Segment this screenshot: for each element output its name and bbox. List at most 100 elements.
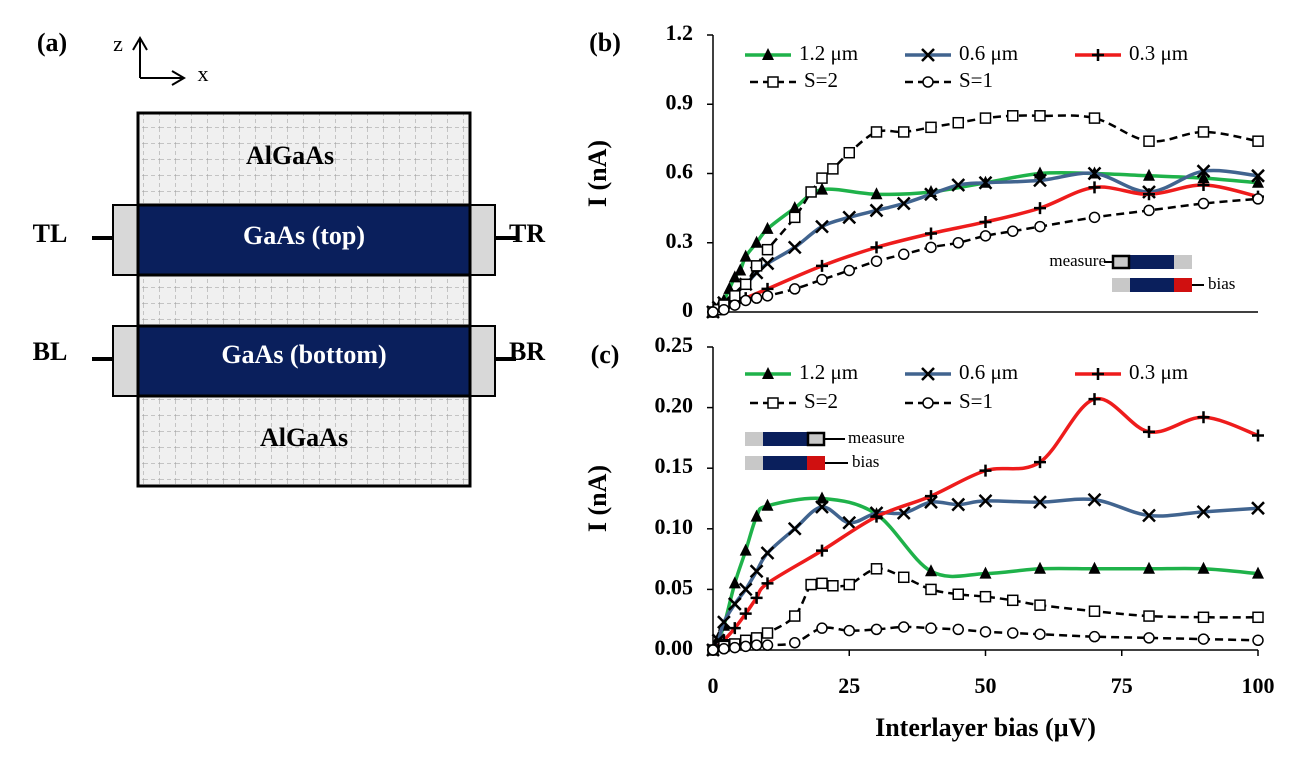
marker: [718, 643, 730, 655]
marker: [979, 464, 992, 477]
marker: [1197, 126, 1210, 138]
marker: [951, 178, 966, 192]
marker: [1252, 135, 1264, 147]
marker: [979, 215, 992, 228]
marker: [749, 564, 764, 579]
marker: [789, 283, 801, 295]
marker: [1033, 495, 1047, 510]
marker: [952, 623, 964, 636]
marker: [761, 577, 774, 590]
gaas-top: [136, 203, 472, 277]
x-tick-label: 75: [1111, 673, 1133, 698]
contact-label: TL: [33, 219, 68, 248]
marker: [870, 255, 883, 267]
marker: [979, 112, 992, 124]
marker: [761, 639, 774, 651]
marker: [924, 187, 938, 202]
marker: [816, 544, 828, 557]
series-line: [712, 197, 1259, 314]
annotation: measure: [848, 428, 905, 447]
contact: [112, 325, 139, 397]
axes-arrows: [132, 36, 186, 86]
marker: [1143, 168, 1155, 181]
inset-bar: [807, 456, 825, 470]
marker: [760, 546, 775, 560]
marker: [816, 622, 828, 634]
marker: [1034, 110, 1046, 122]
marker: [827, 163, 839, 175]
marker: [898, 248, 910, 261]
marker: [978, 494, 993, 508]
marker: [767, 76, 779, 88]
marker: [1251, 168, 1265, 183]
marker: [1143, 632, 1155, 644]
panel-label: (b): [589, 28, 621, 57]
marker: [1034, 166, 1046, 179]
marker: [727, 597, 742, 611]
y-tick-label: 0.3: [666, 228, 694, 253]
marker: [842, 515, 857, 530]
marker: [760, 256, 775, 271]
marker: [978, 175, 993, 190]
marker: [739, 543, 752, 556]
marker: [898, 126, 910, 138]
x-tick-label: 50: [975, 673, 997, 698]
marker: [789, 211, 801, 224]
marker: [729, 299, 741, 311]
marker: [1252, 566, 1264, 579]
marker: [1143, 204, 1155, 217]
contact: [469, 204, 496, 276]
marker: [750, 509, 763, 522]
marker: [1087, 492, 1102, 507]
marker: [1033, 173, 1047, 188]
inset-bar: [763, 456, 807, 470]
axis-z: z: [113, 31, 123, 56]
marker: [925, 227, 937, 240]
marker: [1088, 112, 1101, 124]
marker: [1034, 561, 1046, 574]
marker: [1007, 627, 1019, 639]
y-tick-label: 0: [682, 297, 693, 322]
legend-label: 0.3 μm: [1129, 360, 1188, 384]
marker: [761, 243, 774, 256]
y-tick-label: 0.00: [655, 635, 694, 660]
contact-label: BL: [33, 337, 68, 366]
marker: [750, 639, 763, 651]
marker: [805, 578, 817, 591]
marker: [1251, 501, 1265, 516]
marker: [1197, 197, 1210, 210]
y-tick-label: 0.25: [655, 332, 694, 357]
x-tick-label: 0: [708, 673, 719, 698]
marker: [1034, 220, 1046, 233]
marker: [1197, 171, 1210, 184]
marker: [870, 623, 883, 636]
marker: [896, 196, 911, 211]
marker: [870, 187, 883, 200]
marker: [750, 235, 763, 248]
marker: [739, 640, 752, 653]
diagram: (a) z x AlGaAs GaAs (top) GaAs (bottom) …: [33, 28, 545, 488]
marker: [925, 564, 937, 577]
marker: [870, 126, 883, 138]
inset-bar: [763, 432, 807, 446]
marker: [805, 186, 817, 198]
marker: [1252, 611, 1264, 624]
marker: [870, 241, 883, 254]
layer-label: AlGaAs: [260, 423, 348, 452]
marker: [707, 644, 719, 656]
marker: [952, 237, 964, 249]
layer-label: GaAs (bottom): [221, 340, 386, 369]
panel-label: (c): [591, 340, 620, 369]
marker: [761, 498, 774, 511]
panel-label: (a): [37, 28, 67, 57]
marker: [739, 249, 752, 262]
marker: [762, 48, 774, 60]
marker: [979, 626, 992, 638]
annotation: bias: [852, 452, 879, 471]
layer-label: AlGaAs: [246, 141, 334, 170]
marker: [870, 563, 883, 575]
legend-label: S=2: [804, 68, 838, 92]
y-tick-label: 0.6: [666, 159, 694, 184]
legend-label: 0.3 μm: [1129, 41, 1188, 65]
